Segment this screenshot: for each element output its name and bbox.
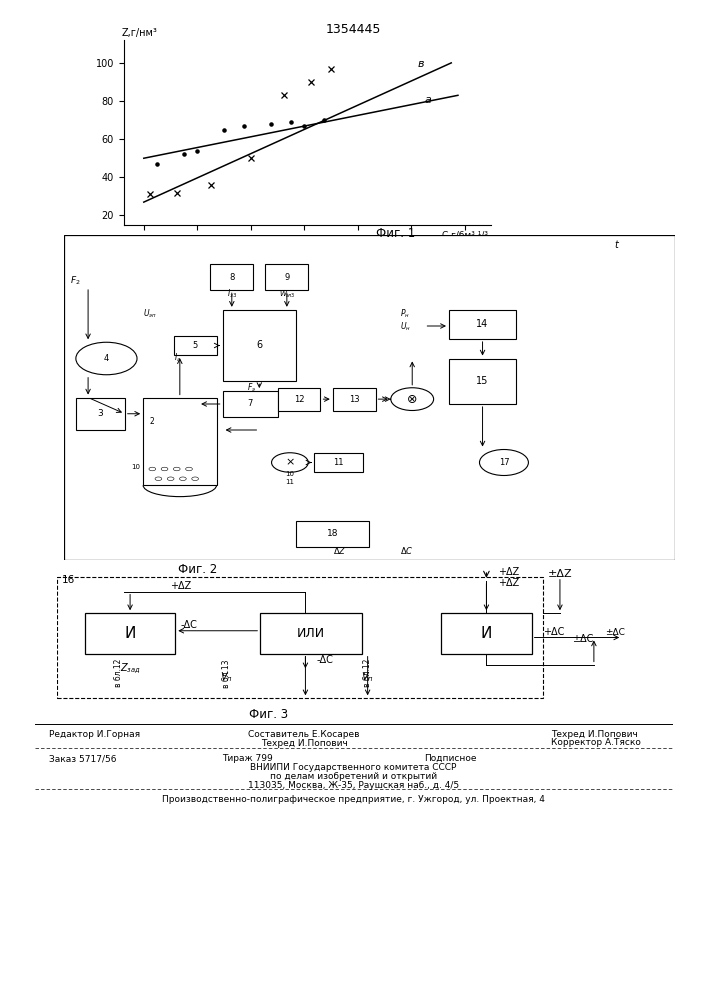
- Text: $V_п$: $V_п$: [220, 671, 233, 684]
- Text: 2: 2: [149, 416, 154, 426]
- Bar: [333, 388, 375, 410]
- Text: 7: 7: [247, 399, 253, 408]
- Text: И: И: [481, 626, 492, 641]
- Text: t: t: [614, 240, 618, 250]
- Text: $W_{\!эл3}$: $W_{\!эл3}$: [279, 290, 296, 300]
- Text: Корректор А.Тяско: Корректор А.Тяско: [551, 738, 641, 747]
- Text: И: И: [124, 626, 136, 641]
- Bar: [449, 310, 516, 339]
- Text: +ΔZ: +ΔZ: [170, 581, 191, 591]
- Text: Производственно-полиграфическое предприятие, г. Ужгород, ул. Проектная, 4: Производственно-полиграфическое предприя…: [162, 795, 545, 804]
- Text: 12: 12: [294, 395, 304, 404]
- Bar: [223, 310, 296, 381]
- Bar: [223, 391, 278, 417]
- Bar: [441, 613, 532, 654]
- Text: 18: 18: [327, 530, 339, 538]
- Text: Заказ 5717/56: Заказ 5717/56: [49, 754, 117, 763]
- Text: $I_{з3}$: $I_{з3}$: [227, 288, 237, 300]
- Text: 8: 8: [229, 273, 235, 282]
- Text: -ΔC: -ΔC: [181, 620, 198, 630]
- Text: 10: 10: [131, 464, 140, 470]
- Text: $P_н$: $P_н$: [400, 307, 410, 320]
- Text: 13: 13: [349, 395, 359, 404]
- Bar: [296, 521, 369, 547]
- Bar: [174, 336, 216, 355]
- Bar: [143, 397, 216, 485]
- Text: Редактор И.Горная: Редактор И.Горная: [49, 730, 141, 739]
- Text: 6: 6: [256, 340, 262, 351]
- Bar: [57, 577, 543, 698]
- Text: ИЛИ: ИЛИ: [297, 627, 325, 640]
- Text: 16: 16: [62, 575, 76, 585]
- Text: 113035, Москва, Ж-35, Раушская наб., д. 4/5: 113035, Москва, Ж-35, Раушская наб., д. …: [248, 781, 459, 790]
- Text: 10: 10: [286, 471, 294, 477]
- Text: +ΔZ: +ΔZ: [498, 578, 519, 588]
- Text: 11: 11: [286, 479, 294, 485]
- Text: по делам изобретений и открытий: по делам изобретений и открытий: [270, 772, 437, 781]
- Text: 1354445: 1354445: [326, 23, 381, 36]
- Bar: [85, 613, 175, 654]
- Text: Фиг. 1: Фиг. 1: [376, 227, 416, 240]
- Text: в бл.13: в бл.13: [222, 659, 230, 688]
- Text: 15: 15: [477, 376, 489, 386]
- Text: 17: 17: [498, 458, 509, 467]
- Text: ±ΔZ: ±ΔZ: [548, 569, 572, 579]
- Text: в бл.12: в бл.12: [363, 659, 372, 687]
- Circle shape: [271, 453, 308, 472]
- Bar: [265, 404, 419, 495]
- Text: +ΔZ: +ΔZ: [498, 567, 519, 577]
- Circle shape: [391, 388, 433, 410]
- Text: Составитель Е.Косарев: Составитель Е.Косарев: [248, 730, 360, 739]
- Text: 4: 4: [104, 354, 109, 363]
- Text: $I_a$: $I_a$: [174, 351, 181, 364]
- Text: 14: 14: [477, 319, 489, 329]
- Text: Фиг. 2: Фиг. 2: [178, 563, 218, 576]
- Bar: [211, 264, 253, 290]
- Text: $V_п$: $V_п$: [361, 671, 374, 684]
- Bar: [265, 264, 308, 290]
- Bar: [278, 388, 320, 410]
- Circle shape: [479, 450, 528, 476]
- Circle shape: [76, 342, 137, 375]
- Text: Техред И.Попович: Техред И.Попович: [261, 739, 347, 748]
- Text: 11: 11: [334, 458, 344, 467]
- Text: 5: 5: [192, 341, 198, 350]
- Text: Подписное: Подписное: [424, 754, 477, 763]
- Text: 3: 3: [98, 409, 103, 418]
- Text: Фиг. 3: Фиг. 3: [249, 708, 288, 721]
- Text: ⊗: ⊗: [407, 393, 417, 406]
- Text: в бл.12: в бл.12: [115, 659, 123, 687]
- Text: ВНИИПИ Государственного комитета СССР: ВНИИПИ Государственного комитета СССР: [250, 763, 457, 772]
- Text: 9: 9: [284, 273, 289, 282]
- Text: $F_э$: $F_э$: [247, 382, 256, 394]
- Text: $U_{эп}$: $U_{эп}$: [143, 307, 157, 320]
- Text: в: в: [418, 59, 424, 69]
- Text: a: a: [424, 95, 431, 105]
- Bar: [260, 613, 362, 654]
- Bar: [449, 359, 516, 404]
- Text: $\Delta Z$: $\Delta Z$: [333, 544, 346, 556]
- Text: $F_2$: $F_2$: [70, 275, 81, 287]
- Text: +ΔC: +ΔC: [543, 627, 564, 637]
- Text: Тираж 799: Тираж 799: [222, 754, 273, 763]
- Text: -ΔC: -ΔC: [317, 655, 334, 665]
- Text: ×: ×: [285, 458, 295, 468]
- Text: Техред И.Попович: Техред И.Попович: [551, 730, 638, 739]
- Bar: [315, 453, 363, 472]
- Text: Z,г/нм³: Z,г/нм³: [122, 28, 158, 38]
- Bar: [76, 397, 124, 430]
- Text: C,г/бм³ ¹/³: C,г/бм³ ¹/³: [442, 231, 488, 240]
- Text: ±ΔC: ±ΔC: [573, 634, 594, 644]
- Text: $Z_{зад}$: $Z_{зад}$: [119, 662, 141, 676]
- Text: ±ΔC: ±ΔC: [605, 628, 625, 637]
- Text: $U_н$: $U_н$: [400, 320, 411, 333]
- Text: $\Delta C$: $\Delta C$: [400, 544, 414, 556]
